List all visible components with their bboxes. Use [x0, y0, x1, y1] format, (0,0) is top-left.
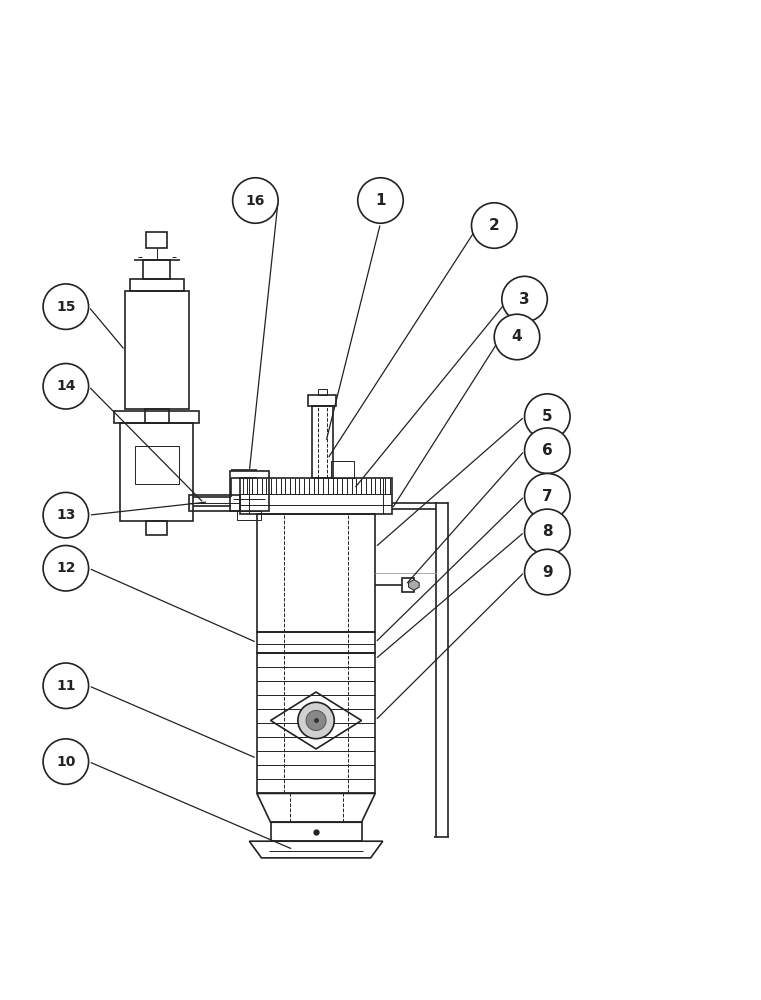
- Circle shape: [524, 394, 570, 439]
- Bar: [146, 232, 167, 248]
- Text: 11: 11: [56, 679, 75, 693]
- Bar: [257, 514, 375, 632]
- Bar: [308, 395, 336, 406]
- Text: 2: 2: [489, 218, 500, 233]
- Bar: [240, 478, 392, 514]
- Circle shape: [43, 364, 88, 409]
- Text: 7: 7: [542, 489, 552, 504]
- Bar: [402, 578, 414, 592]
- Circle shape: [524, 549, 570, 595]
- Text: 13: 13: [56, 508, 75, 522]
- Text: 10: 10: [56, 755, 75, 769]
- Text: 8: 8: [542, 524, 552, 539]
- Polygon shape: [409, 580, 419, 590]
- Circle shape: [43, 663, 88, 709]
- Text: 1: 1: [375, 193, 386, 208]
- Text: 3: 3: [519, 292, 530, 307]
- Circle shape: [43, 284, 88, 329]
- Circle shape: [494, 314, 540, 360]
- Circle shape: [43, 739, 88, 784]
- Bar: [189, 495, 240, 511]
- Bar: [145, 409, 169, 423]
- Bar: [146, 521, 167, 535]
- Circle shape: [501, 276, 547, 322]
- Circle shape: [524, 428, 570, 473]
- Bar: [135, 446, 179, 484]
- Bar: [331, 461, 354, 478]
- Text: 4: 4: [511, 329, 522, 344]
- Circle shape: [233, 178, 278, 223]
- Bar: [125, 291, 189, 409]
- Text: 15: 15: [56, 300, 75, 314]
- Circle shape: [43, 545, 88, 591]
- Text: 5: 5: [542, 409, 552, 424]
- Circle shape: [358, 178, 403, 223]
- Bar: [311, 406, 333, 478]
- Text: 14: 14: [56, 379, 75, 393]
- Bar: [230, 471, 269, 511]
- Circle shape: [524, 473, 570, 519]
- Bar: [120, 423, 193, 521]
- Bar: [143, 260, 170, 279]
- Circle shape: [43, 492, 88, 538]
- Text: 6: 6: [542, 443, 552, 458]
- Bar: [317, 389, 326, 395]
- Bar: [129, 279, 184, 291]
- Bar: [237, 511, 261, 520]
- Bar: [271, 822, 361, 841]
- Bar: [257, 653, 375, 793]
- Circle shape: [524, 509, 570, 555]
- Text: 16: 16: [246, 194, 265, 208]
- Circle shape: [472, 203, 517, 248]
- Circle shape: [306, 710, 326, 730]
- Circle shape: [298, 702, 334, 739]
- Text: 12: 12: [56, 561, 75, 575]
- Bar: [114, 411, 199, 423]
- Bar: [257, 632, 375, 653]
- Text: 9: 9: [542, 565, 552, 580]
